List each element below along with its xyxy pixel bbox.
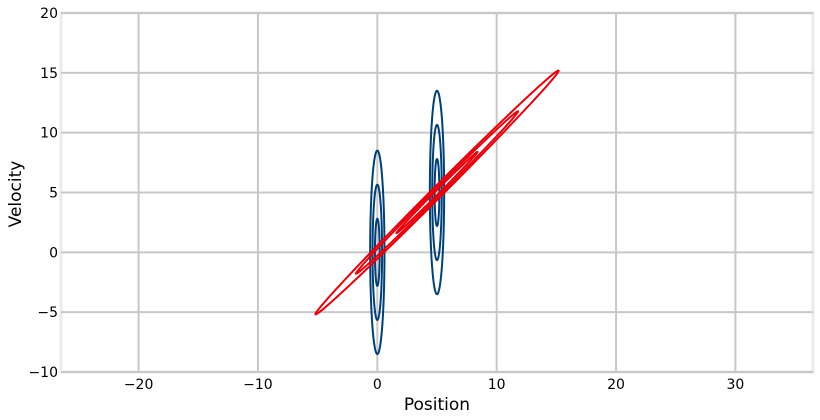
contour-ellipse	[354, 110, 520, 275]
contour-ellipse	[395, 150, 479, 235]
y-tick-label: 5	[49, 186, 58, 202]
y-axis-label: Velocity	[6, 161, 26, 228]
x-tick-label: 30	[726, 377, 744, 393]
x-tick-label: 20	[607, 377, 625, 393]
contour-ellipse	[371, 183, 384, 321]
y-tick-label: −10	[28, 365, 58, 381]
grid-lines	[61, 12, 813, 373]
x-tick-labels: −20 −10 0 10 20 30	[124, 377, 745, 393]
y-tick-label: 10	[40, 126, 58, 142]
x-tick-label: 0	[373, 377, 382, 393]
y-tick-label: −5	[37, 305, 58, 321]
y-tick-labels: −10 −5 0 5 10 15 20	[28, 6, 58, 381]
y-tick-label: 15	[40, 66, 58, 82]
x-tick-label: 10	[488, 377, 506, 393]
contour-ellipse	[314, 69, 560, 316]
y-tick-label: 20	[40, 6, 58, 22]
y-tick-label: 0	[49, 245, 58, 261]
x-tick-label: −20	[124, 377, 154, 393]
x-tick-label: −10	[243, 377, 273, 393]
contour-layer	[314, 69, 560, 356]
x-axis-label: Position	[404, 395, 470, 415]
